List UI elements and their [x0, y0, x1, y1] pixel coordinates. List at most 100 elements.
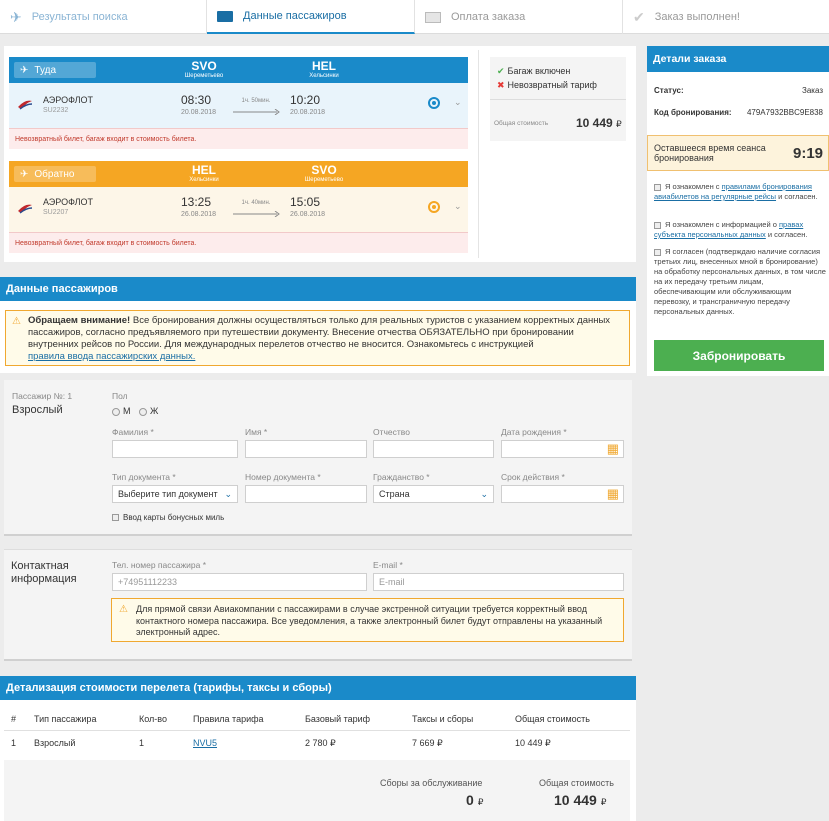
order-details-title: Детали заказа	[647, 46, 829, 72]
fare-rule-link[interactable]: NVU5	[193, 738, 218, 748]
chevron-down-icon: ⌄	[480, 488, 488, 499]
outbound-segment[interactable]: АЭРОФЛОТ SU2232 08:30 20.08.2018 1ч. 50м…	[9, 83, 468, 128]
header-qty: Кол-во	[139, 714, 167, 724]
agree-personal-data-checkbox[interactable]: Я ознакомлен с информацией о правах субъ…	[654, 220, 826, 240]
origin-code: SVO	[191, 59, 217, 73]
arrow-right-icon	[231, 209, 281, 220]
surname-label: Фамилия *	[112, 427, 154, 437]
check1-pre: Я ознакомлен с	[665, 182, 722, 191]
calendar-icon[interactable]: ▦	[606, 441, 619, 456]
calendar-icon[interactable]: ▦	[606, 486, 619, 501]
header-total: Общая стоимость	[515, 714, 590, 724]
table-row: 1 Взрослый 1 NVU5 2 780 ₽ 7 669 ₽ 10 449…	[4, 731, 630, 755]
citizenship-select[interactable]: Страна ⌄	[373, 485, 494, 503]
agree-data-processing-checkbox[interactable]: Я согласен (подтверждаю наличие согласия…	[654, 247, 826, 317]
personal-data-rights-link[interactable]: правах субъекта персональных данных	[654, 220, 804, 239]
agree-rules-checkbox[interactable]: Я ознакомлен с правилами бронирования ав…	[654, 182, 826, 202]
baggage-label: Багаж включен	[507, 66, 571, 76]
radio-icon[interactable]	[112, 407, 120, 416]
nonrefundable-tariff: ✖ Невозвратный тариф	[497, 80, 597, 91]
name-input[interactable]	[245, 440, 367, 458]
divider	[478, 50, 479, 258]
contact-notice-text: Для прямой связи Авиакомпании с пассажир…	[136, 604, 603, 637]
rules-link[interactable]: правилами бронирования авиабилетов на ре…	[654, 182, 812, 201]
origin-city: Шереметьево	[184, 73, 224, 79]
pricing-header-row: # Тип пассажира Кол-во Правила тарифа Ба…	[4, 708, 630, 730]
service-fee: 0 ₽	[466, 792, 483, 808]
outbound-warning: Невозвратный билет, багаж входит в стоим…	[9, 128, 468, 149]
inbound-segment[interactable]: АЭРОФЛОТ SU2207 13:25 26.08.2018 1ч. 40м…	[9, 187, 468, 232]
header-taxes: Таксы и сборы	[412, 714, 474, 724]
step-payment[interactable]: Оплата заказа	[415, 0, 623, 34]
pricing-table: # Тип пассажира Кол-во Правила тарифа Ба…	[4, 708, 630, 758]
inbound-direction-tag: ✈ Обратно	[14, 166, 96, 182]
airplane-icon: ✈	[20, 168, 29, 180]
header-num: #	[11, 714, 17, 724]
currency: ₽	[600, 797, 607, 807]
citizenship-label: Гражданство *	[373, 472, 430, 482]
passengers-section-title: Данные пассажиров	[0, 277, 636, 301]
gender-female-radio[interactable]: Ж	[139, 406, 158, 416]
book-button[interactable]: Забронировать	[654, 340, 824, 371]
check1-post: и согласен.	[776, 192, 818, 201]
email-input[interactable]: E-mail	[373, 573, 624, 591]
passenger-type: Взрослый	[12, 404, 63, 416]
nonrefundable-label: Невозвратный тариф	[507, 80, 597, 90]
session-timer: Оставшееся время сеанса бронирования 9:1…	[647, 135, 829, 171]
departure-time: 13:25	[181, 195, 212, 209]
arrival-date: 20.08.2018	[290, 109, 326, 116]
select-radio-icon[interactable]	[428, 97, 440, 109]
total-value: 10 449	[576, 116, 613, 130]
row-qty: 1	[139, 738, 145, 748]
service-fee-value: 0	[466, 792, 474, 808]
email-label: E-mail *	[373, 560, 403, 570]
patronymic-input[interactable]	[373, 440, 494, 458]
flight-duration: 1ч. 50мин.	[241, 98, 271, 104]
radio-icon[interactable]	[139, 407, 147, 416]
check-icon: ✔	[497, 66, 505, 76]
timer-value: 9:19	[793, 145, 824, 162]
notice-bold: Обращаем внимание!	[28, 315, 131, 326]
inbound-warning: Невозвратный билет, багаж входит в стоим…	[9, 232, 468, 253]
step-complete[interactable]: ✔ Заказ выполнен!	[623, 0, 829, 34]
checkmark-icon: ✔	[633, 8, 645, 25]
notice-text: Все бронирования должны осуществляться т…	[28, 315, 611, 350]
step-label: Данные пассажиров	[243, 10, 347, 22]
step-search-results[interactable]: ✈ Результаты поиска	[0, 0, 207, 34]
check2-pre: Я ознакомлен с информацией о	[665, 220, 779, 229]
timer-label: Оставшееся время сеанса бронирования	[654, 143, 766, 163]
total-price: 10 449 ₽	[576, 116, 622, 130]
row-num: 1	[11, 738, 17, 748]
arrival-date: 26.08.2018	[290, 211, 326, 218]
step-passenger-data[interactable]: Данные пассажиров	[207, 0, 415, 34]
checkbox-icon[interactable]	[112, 514, 119, 522]
bonus-card-checkbox[interactable]: Ввод карты бонусных миль	[112, 513, 224, 522]
docnum-input[interactable]	[245, 485, 367, 503]
order-details-panel: Детали заказа Статус: Заказ Код брониров…	[647, 46, 829, 376]
total-label: Общая стоимость	[494, 120, 549, 127]
departure-time: 08:30	[181, 93, 212, 107]
origin-city: Хельсинки	[189, 177, 219, 183]
airline-name: АЭРОФЛОТ	[43, 197, 94, 207]
baggage-included: ✔ Багаж включен	[497, 66, 570, 77]
input-rules-link[interactable]: правила ввода пассажирских данных.	[28, 351, 196, 362]
select-radio-icon[interactable]	[428, 201, 440, 213]
checkbox-icon[interactable]	[654, 183, 661, 191]
checkbox-icon[interactable]	[654, 221, 661, 229]
gender-male-radio[interactable]: М	[112, 406, 131, 416]
birthdate-input[interactable]: ▦	[501, 440, 624, 458]
credit-card-icon	[425, 11, 441, 23]
doctype-select[interactable]: Выберите тип документ ⌄	[112, 485, 238, 503]
chevron-down-icon[interactable]: ⌄	[454, 97, 462, 107]
phone-input[interactable]: +74951112233	[112, 573, 367, 591]
airline-name: АЭРОФЛОТ	[43, 95, 94, 105]
aeroflot-logo-icon	[17, 97, 33, 111]
chevron-down-icon[interactable]: ⌄	[454, 201, 462, 211]
checkbox-icon[interactable]	[654, 248, 661, 256]
surname-input[interactable]	[112, 440, 238, 458]
grand-total-label: Общая стоимость	[539, 778, 614, 788]
expiry-label: Срок действия *	[501, 472, 565, 482]
expiry-input[interactable]: ▦	[501, 485, 624, 503]
booking-code-value: 479A7932BBC9E838	[746, 108, 823, 117]
gender-label: Пол	[112, 391, 128, 401]
